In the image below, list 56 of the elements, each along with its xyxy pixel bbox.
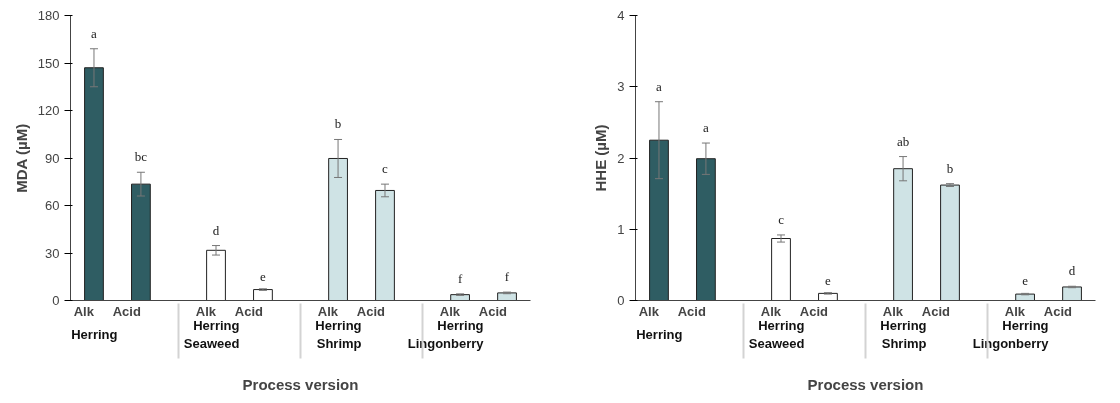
y-axis-title: MDA (µM) bbox=[12, 123, 30, 193]
annotation: e bbox=[825, 272, 832, 288]
y-tick-label: 180 bbox=[37, 8, 60, 23]
annotation: d bbox=[1068, 263, 1076, 279]
x-tick-label: Acid bbox=[799, 304, 829, 319]
y-tick-label: 150 bbox=[37, 55, 60, 71]
x-tick-label: Alk bbox=[317, 304, 339, 319]
text: Herring bbox=[71, 327, 118, 342]
y-axis-title: HHE (µM) bbox=[592, 124, 610, 192]
annotation: d bbox=[212, 222, 220, 238]
annotation: a bbox=[91, 25, 98, 41]
annotation: a bbox=[703, 120, 710, 136]
y-tick-label: 4 bbox=[617, 8, 625, 23]
y-tick-label: 60 bbox=[45, 198, 60, 213]
annotation: e bbox=[1022, 273, 1029, 289]
x-tick-label: Alk bbox=[760, 304, 782, 319]
y-tick-label: 30 bbox=[45, 245, 60, 261]
annotation: a bbox=[656, 78, 663, 94]
x-tick-label: Acid bbox=[112, 304, 141, 319]
y-tick-label: 3 bbox=[617, 79, 625, 95]
annotation: f bbox=[457, 270, 463, 286]
text: Herring Lingonberry bbox=[407, 318, 485, 351]
x-axis-title: Process version bbox=[807, 375, 924, 393]
x-tick-label: Alk bbox=[638, 304, 660, 319]
y-tick-label: 120 bbox=[37, 103, 60, 118]
x-tick-label: Acid bbox=[356, 304, 386, 319]
annotation: b bbox=[946, 160, 954, 176]
x-tick-label: Acid bbox=[921, 304, 951, 319]
text: Herring Shrimp bbox=[315, 318, 362, 351]
x-tick-label: Alk bbox=[439, 304, 461, 319]
annotation: ab bbox=[896, 133, 910, 149]
text: Herring Lingonberry bbox=[972, 318, 1050, 351]
y-tick-label: 2 bbox=[617, 150, 625, 166]
x-tick-label: Alk bbox=[1004, 304, 1026, 319]
x-tick-label: Acid bbox=[1043, 304, 1073, 319]
annotation: e bbox=[260, 268, 267, 284]
text: Herring bbox=[636, 327, 683, 342]
x-tick-label: Acid bbox=[677, 304, 706, 319]
x-tick-label: Alk bbox=[73, 304, 95, 319]
annotation: c bbox=[382, 161, 389, 177]
annotation: b bbox=[334, 116, 342, 132]
annotation: bc bbox=[134, 149, 148, 165]
x-axis-title: Process version bbox=[242, 375, 359, 393]
y-tick-label: 90 bbox=[45, 150, 60, 166]
x-tick-label: Alk bbox=[882, 304, 904, 319]
text: Herring Seaweed bbox=[748, 318, 805, 351]
text: Herring Seaweed bbox=[183, 318, 240, 351]
x-tick-label: Alk bbox=[195, 304, 217, 319]
annotation: f bbox=[504, 269, 510, 285]
text: Herring Shrimp bbox=[880, 318, 927, 351]
y-tick-label: 0 bbox=[617, 293, 625, 308]
y-tick-label: 1 bbox=[617, 221, 625, 237]
x-tick-label: Acid bbox=[478, 304, 508, 319]
x-tick-label: Acid bbox=[234, 304, 264, 319]
annotation: c bbox=[778, 211, 785, 227]
y-tick-label: 0 bbox=[52, 293, 60, 308]
